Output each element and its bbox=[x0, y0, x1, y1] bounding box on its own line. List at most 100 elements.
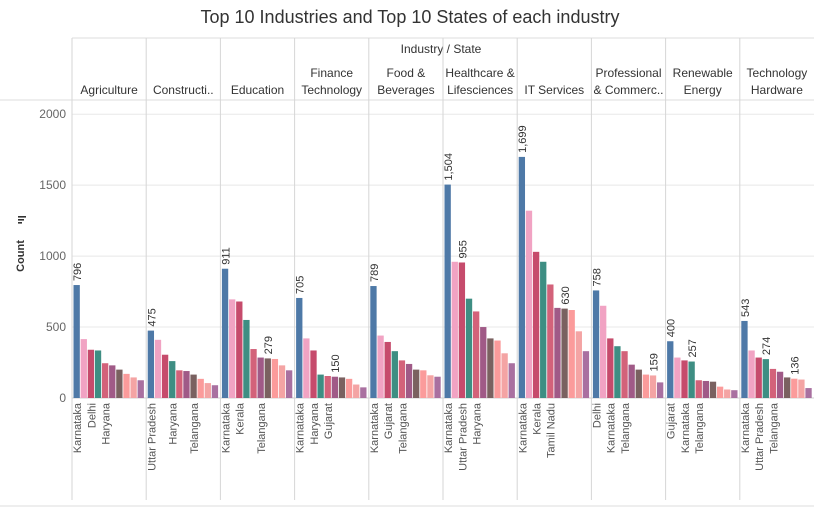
bar[interactable] bbox=[755, 357, 762, 398]
bar[interactable] bbox=[413, 369, 420, 398]
bar[interactable] bbox=[398, 360, 406, 398]
bar[interactable] bbox=[791, 378, 798, 398]
bar[interactable] bbox=[568, 310, 575, 398]
bar[interactable] bbox=[487, 338, 494, 398]
bar[interactable] bbox=[607, 338, 614, 398]
bar[interactable] bbox=[420, 370, 427, 398]
bar[interactable] bbox=[176, 370, 183, 398]
bar[interactable] bbox=[116, 369, 123, 398]
bar[interactable] bbox=[674, 357, 681, 398]
bar[interactable] bbox=[384, 341, 391, 398]
bar[interactable] bbox=[221, 268, 229, 398]
bar[interactable] bbox=[197, 378, 204, 398]
bar[interactable] bbox=[656, 382, 664, 398]
bar[interactable] bbox=[688, 361, 695, 398]
bar[interactable] bbox=[87, 349, 95, 398]
sort-icon[interactable] bbox=[18, 216, 26, 224]
bar[interactable] bbox=[748, 350, 755, 398]
bar[interactable] bbox=[600, 305, 607, 398]
bar[interactable] bbox=[109, 365, 116, 398]
bar[interactable] bbox=[338, 377, 346, 398]
bar[interactable] bbox=[709, 381, 717, 398]
bar[interactable] bbox=[681, 360, 688, 398]
bar[interactable] bbox=[508, 363, 515, 398]
bar[interactable] bbox=[532, 251, 540, 398]
bar[interactable] bbox=[137, 380, 144, 398]
bar[interactable] bbox=[444, 184, 451, 398]
bar[interactable] bbox=[465, 298, 473, 398]
bar[interactable] bbox=[204, 383, 211, 398]
bar[interactable] bbox=[518, 156, 526, 398]
bar[interactable] bbox=[345, 378, 353, 398]
bar[interactable] bbox=[377, 335, 384, 398]
bar[interactable] bbox=[451, 261, 458, 398]
bar[interactable] bbox=[776, 371, 784, 398]
bar[interactable] bbox=[211, 385, 219, 398]
bar[interactable] bbox=[741, 320, 748, 398]
bar[interactable] bbox=[635, 369, 642, 398]
bar[interactable] bbox=[285, 370, 293, 398]
bar[interactable] bbox=[370, 286, 377, 398]
bar[interactable] bbox=[169, 361, 176, 398]
bar[interactable] bbox=[353, 384, 360, 398]
bar[interactable] bbox=[716, 386, 724, 398]
bar[interactable] bbox=[147, 330, 155, 398]
bar[interactable] bbox=[695, 380, 702, 398]
bar[interactable] bbox=[798, 379, 805, 398]
bar[interactable] bbox=[547, 284, 554, 398]
bar[interactable] bbox=[123, 373, 130, 398]
bar[interactable] bbox=[628, 364, 635, 398]
bar[interactable] bbox=[310, 350, 317, 398]
bar[interactable] bbox=[161, 354, 169, 398]
bar[interactable] bbox=[494, 340, 501, 398]
bar[interactable] bbox=[257, 357, 264, 398]
bar[interactable] bbox=[296, 297, 303, 398]
bar[interactable] bbox=[101, 363, 109, 398]
bar[interactable] bbox=[236, 301, 243, 398]
bar[interactable] bbox=[73, 285, 80, 398]
bar[interactable] bbox=[614, 346, 621, 398]
bar[interactable] bbox=[360, 387, 367, 398]
bar[interactable] bbox=[667, 341, 674, 398]
bar[interactable] bbox=[278, 365, 286, 398]
bar[interactable] bbox=[331, 376, 339, 398]
bar[interactable] bbox=[190, 374, 197, 398]
bar[interactable] bbox=[324, 376, 331, 398]
bar[interactable] bbox=[391, 351, 398, 398]
bar[interactable] bbox=[649, 375, 657, 398]
bar[interactable] bbox=[540, 261, 547, 398]
bar[interactable] bbox=[427, 375, 434, 398]
bar[interactable] bbox=[264, 358, 271, 398]
bar[interactable] bbox=[592, 290, 600, 398]
bar[interactable] bbox=[805, 388, 812, 398]
bar[interactable] bbox=[582, 351, 590, 398]
bar[interactable] bbox=[229, 299, 236, 398]
bar[interactable] bbox=[480, 327, 487, 398]
bar[interactable] bbox=[154, 339, 162, 398]
bar[interactable] bbox=[434, 376, 441, 398]
bar[interactable] bbox=[525, 210, 533, 398]
bar[interactable] bbox=[702, 380, 710, 398]
bar[interactable] bbox=[94, 350, 102, 398]
bar[interactable] bbox=[731, 390, 738, 398]
bar[interactable] bbox=[250, 349, 257, 398]
bar[interactable] bbox=[724, 389, 731, 398]
bar[interactable] bbox=[501, 353, 508, 398]
bar[interactable] bbox=[317, 374, 324, 398]
bar[interactable] bbox=[405, 363, 413, 398]
bar[interactable] bbox=[642, 374, 650, 398]
bar[interactable] bbox=[621, 351, 628, 398]
bar[interactable] bbox=[303, 338, 310, 398]
bar[interactable] bbox=[472, 311, 480, 398]
bar[interactable] bbox=[130, 377, 137, 398]
bar[interactable] bbox=[575, 331, 582, 398]
bar[interactable] bbox=[762, 359, 769, 398]
bar[interactable] bbox=[458, 262, 466, 398]
bar[interactable] bbox=[561, 308, 568, 398]
bar[interactable] bbox=[784, 377, 791, 398]
bar[interactable] bbox=[80, 339, 87, 398]
bar[interactable] bbox=[769, 368, 777, 398]
bar[interactable] bbox=[183, 371, 190, 398]
bar[interactable] bbox=[271, 358, 279, 398]
bar[interactable] bbox=[243, 319, 250, 398]
